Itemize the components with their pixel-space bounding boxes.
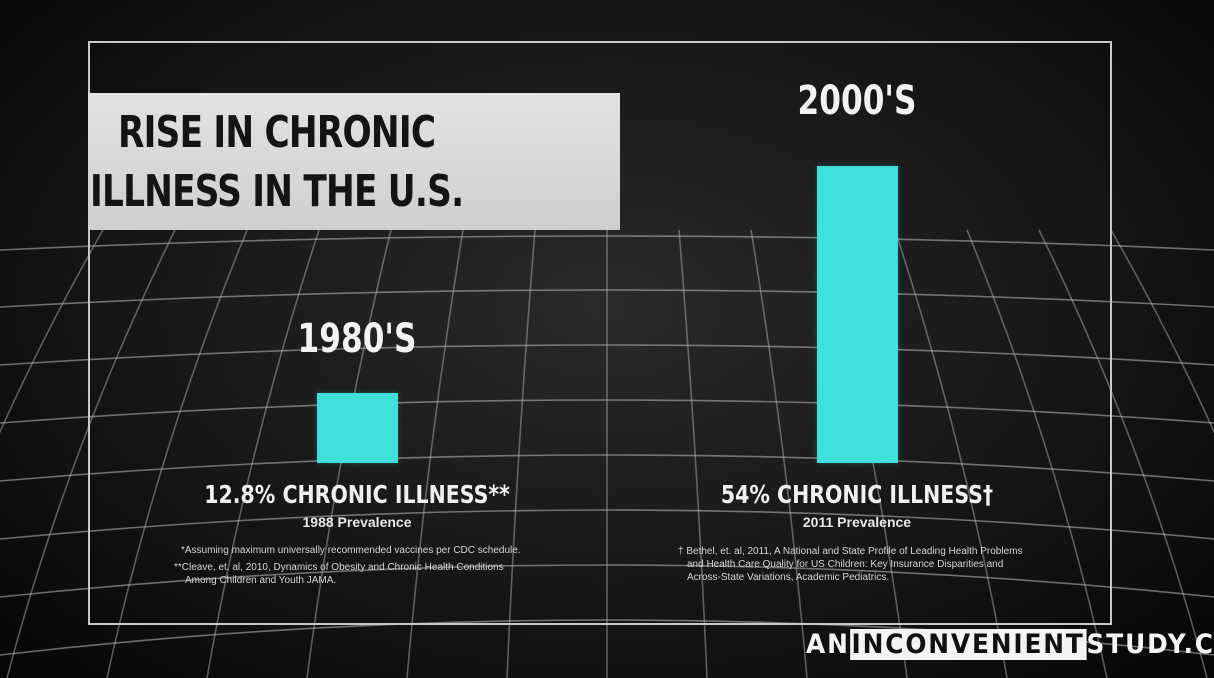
value-label-2000s: 54% CHRONIC ILLNESS† [720,480,994,509]
chart-title-line-1: RISE IN CHRONIC [118,107,436,158]
brand-highlight: INCONVENIENT [849,628,1087,660]
sub-label-2000s: 2011 Prevalence [802,514,912,530]
bar-2000s [816,166,898,463]
bar-1980s [316,392,398,463]
title-box [88,93,620,230]
brand-suffix: STUDY.COM [1086,628,1214,660]
chart-frame [88,41,1112,625]
footnote-right-2: and Health Care Quality for US Children:… [687,559,1004,570]
footnote-right-3: Across-State Variations, Academic Pediat… [687,572,890,583]
category-label-2000s: 2000'S [797,78,917,124]
footnote-left-3: Among Children and Youth JAMA. [185,575,337,586]
chart-title-line-2: ILLNESS IN THE U.S. [90,166,464,217]
value-label-1980s: 12.8% CHRONIC ILLNESS** [204,480,510,509]
footnote-right-1: † Bethel, et. al, 2011, A National and S… [678,546,1023,557]
footnote-left-1: *Assuming maximum universally recommende… [181,545,521,556]
footnote-left-2: **Cleave, et. al, 2010, Dynamics of Obes… [174,562,504,573]
sub-label-1980s: 1988 Prevalence [302,514,412,530]
category-label-1980s: 1980'S [297,316,417,362]
brand-prefix: AN [806,628,850,660]
